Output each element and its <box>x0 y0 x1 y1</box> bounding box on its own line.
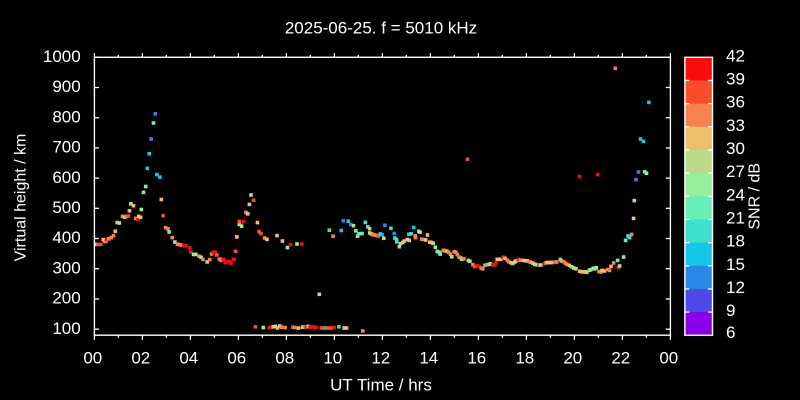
svg-text:39: 39 <box>726 70 745 89</box>
svg-text:21: 21 <box>726 209 745 228</box>
svg-text:900: 900 <box>52 77 80 96</box>
svg-text:15: 15 <box>726 255 745 274</box>
svg-text:12: 12 <box>726 278 745 297</box>
svg-text:00: 00 <box>83 349 102 368</box>
svg-text:14: 14 <box>419 349 438 368</box>
svg-text:18: 18 <box>726 232 745 251</box>
svg-text:500: 500 <box>52 198 80 217</box>
svg-text:36: 36 <box>726 93 745 112</box>
svg-text:9: 9 <box>726 301 735 320</box>
svg-text:20: 20 <box>563 349 582 368</box>
svg-text:42: 42 <box>726 46 745 65</box>
svg-text:12: 12 <box>371 349 390 368</box>
svg-text:18: 18 <box>515 349 534 368</box>
svg-text:04: 04 <box>179 349 198 368</box>
svg-text:100: 100 <box>52 319 80 338</box>
svg-text:30: 30 <box>726 139 745 158</box>
svg-text:200: 200 <box>52 289 80 308</box>
svg-text:700: 700 <box>52 138 80 157</box>
svg-text:400: 400 <box>52 228 80 247</box>
svg-text:00: 00 <box>659 349 678 368</box>
svg-text:33: 33 <box>726 116 745 135</box>
svg-text:SNR / dB: SNR / dB <box>746 163 763 230</box>
svg-text:06: 06 <box>227 349 246 368</box>
svg-text:27: 27 <box>726 162 745 181</box>
svg-text:Virtual height / km: Virtual height / km <box>12 134 29 262</box>
svg-text:2025-06-25. f = 5010 kHz: 2025-06-25. f = 5010 kHz <box>285 19 477 38</box>
svg-text:02: 02 <box>131 349 150 368</box>
svg-text:6: 6 <box>726 323 735 342</box>
svg-text:24: 24 <box>726 185 745 204</box>
svg-text:600: 600 <box>52 168 80 187</box>
svg-text:800: 800 <box>52 107 80 126</box>
svg-text:UT Time / hrs: UT Time / hrs <box>330 376 432 395</box>
svg-text:22: 22 <box>611 349 630 368</box>
svg-text:10: 10 <box>323 349 342 368</box>
svg-text:08: 08 <box>275 349 294 368</box>
svg-text:1000: 1000 <box>43 47 81 66</box>
svg-text:300: 300 <box>52 258 80 277</box>
svg-text:16: 16 <box>467 349 486 368</box>
